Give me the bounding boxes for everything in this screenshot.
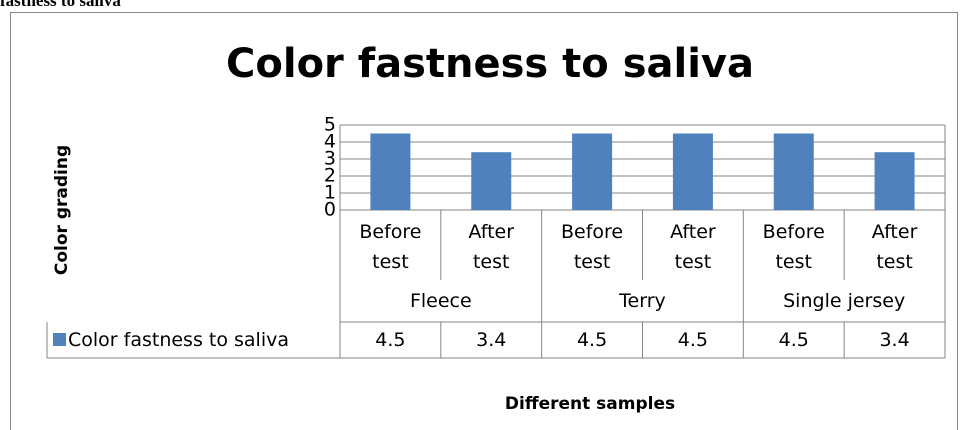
- y-tick-label: 0: [324, 199, 336, 221]
- data-table-value: 4.5: [375, 329, 406, 351]
- y-tick-label: 1: [324, 182, 336, 204]
- x-tick-label: After test: [871, 221, 918, 273]
- data-table-value: 4.5: [576, 329, 608, 351]
- x-tick-label: After test: [468, 221, 515, 273]
- legend-label: Color fastness to saliva: [68, 329, 289, 351]
- x-axis-label: Different samples: [505, 394, 675, 414]
- y-tick-label: 4: [324, 131, 336, 153]
- data-table-value: 3.4: [476, 329, 507, 351]
- x-tick-label: Before test: [561, 221, 624, 273]
- x-tick-label: After test: [670, 221, 716, 273]
- bar: [471, 152, 512, 210]
- y-axis-label: Color grading: [52, 145, 72, 275]
- bar: [874, 152, 915, 210]
- data-table-value: 3.4: [879, 329, 910, 351]
- y-tick-label: 3: [324, 148, 336, 170]
- legend-swatch: [53, 333, 66, 346]
- group-label: Fleece: [409, 290, 472, 312]
- group-label: Terry: [619, 290, 666, 312]
- bar: [572, 133, 613, 210]
- x-tick-label: Before test: [762, 221, 825, 273]
- data-table-value: 4.5: [677, 329, 709, 351]
- chart-frame: [10, 12, 958, 430]
- y-tick-label: 2: [324, 165, 336, 187]
- y-tick-label: 5: [324, 114, 336, 136]
- caption: fastness to saliva: [0, 0, 121, 10]
- bar: [672, 133, 713, 210]
- chart-title: Color fastness to saliva: [226, 41, 754, 87]
- group-label: Single jersey: [783, 290, 906, 312]
- bar: [370, 133, 411, 210]
- data-table-value: 4.5: [778, 329, 809, 351]
- bar: [773, 133, 814, 210]
- x-tick-label: Before test: [359, 221, 422, 273]
